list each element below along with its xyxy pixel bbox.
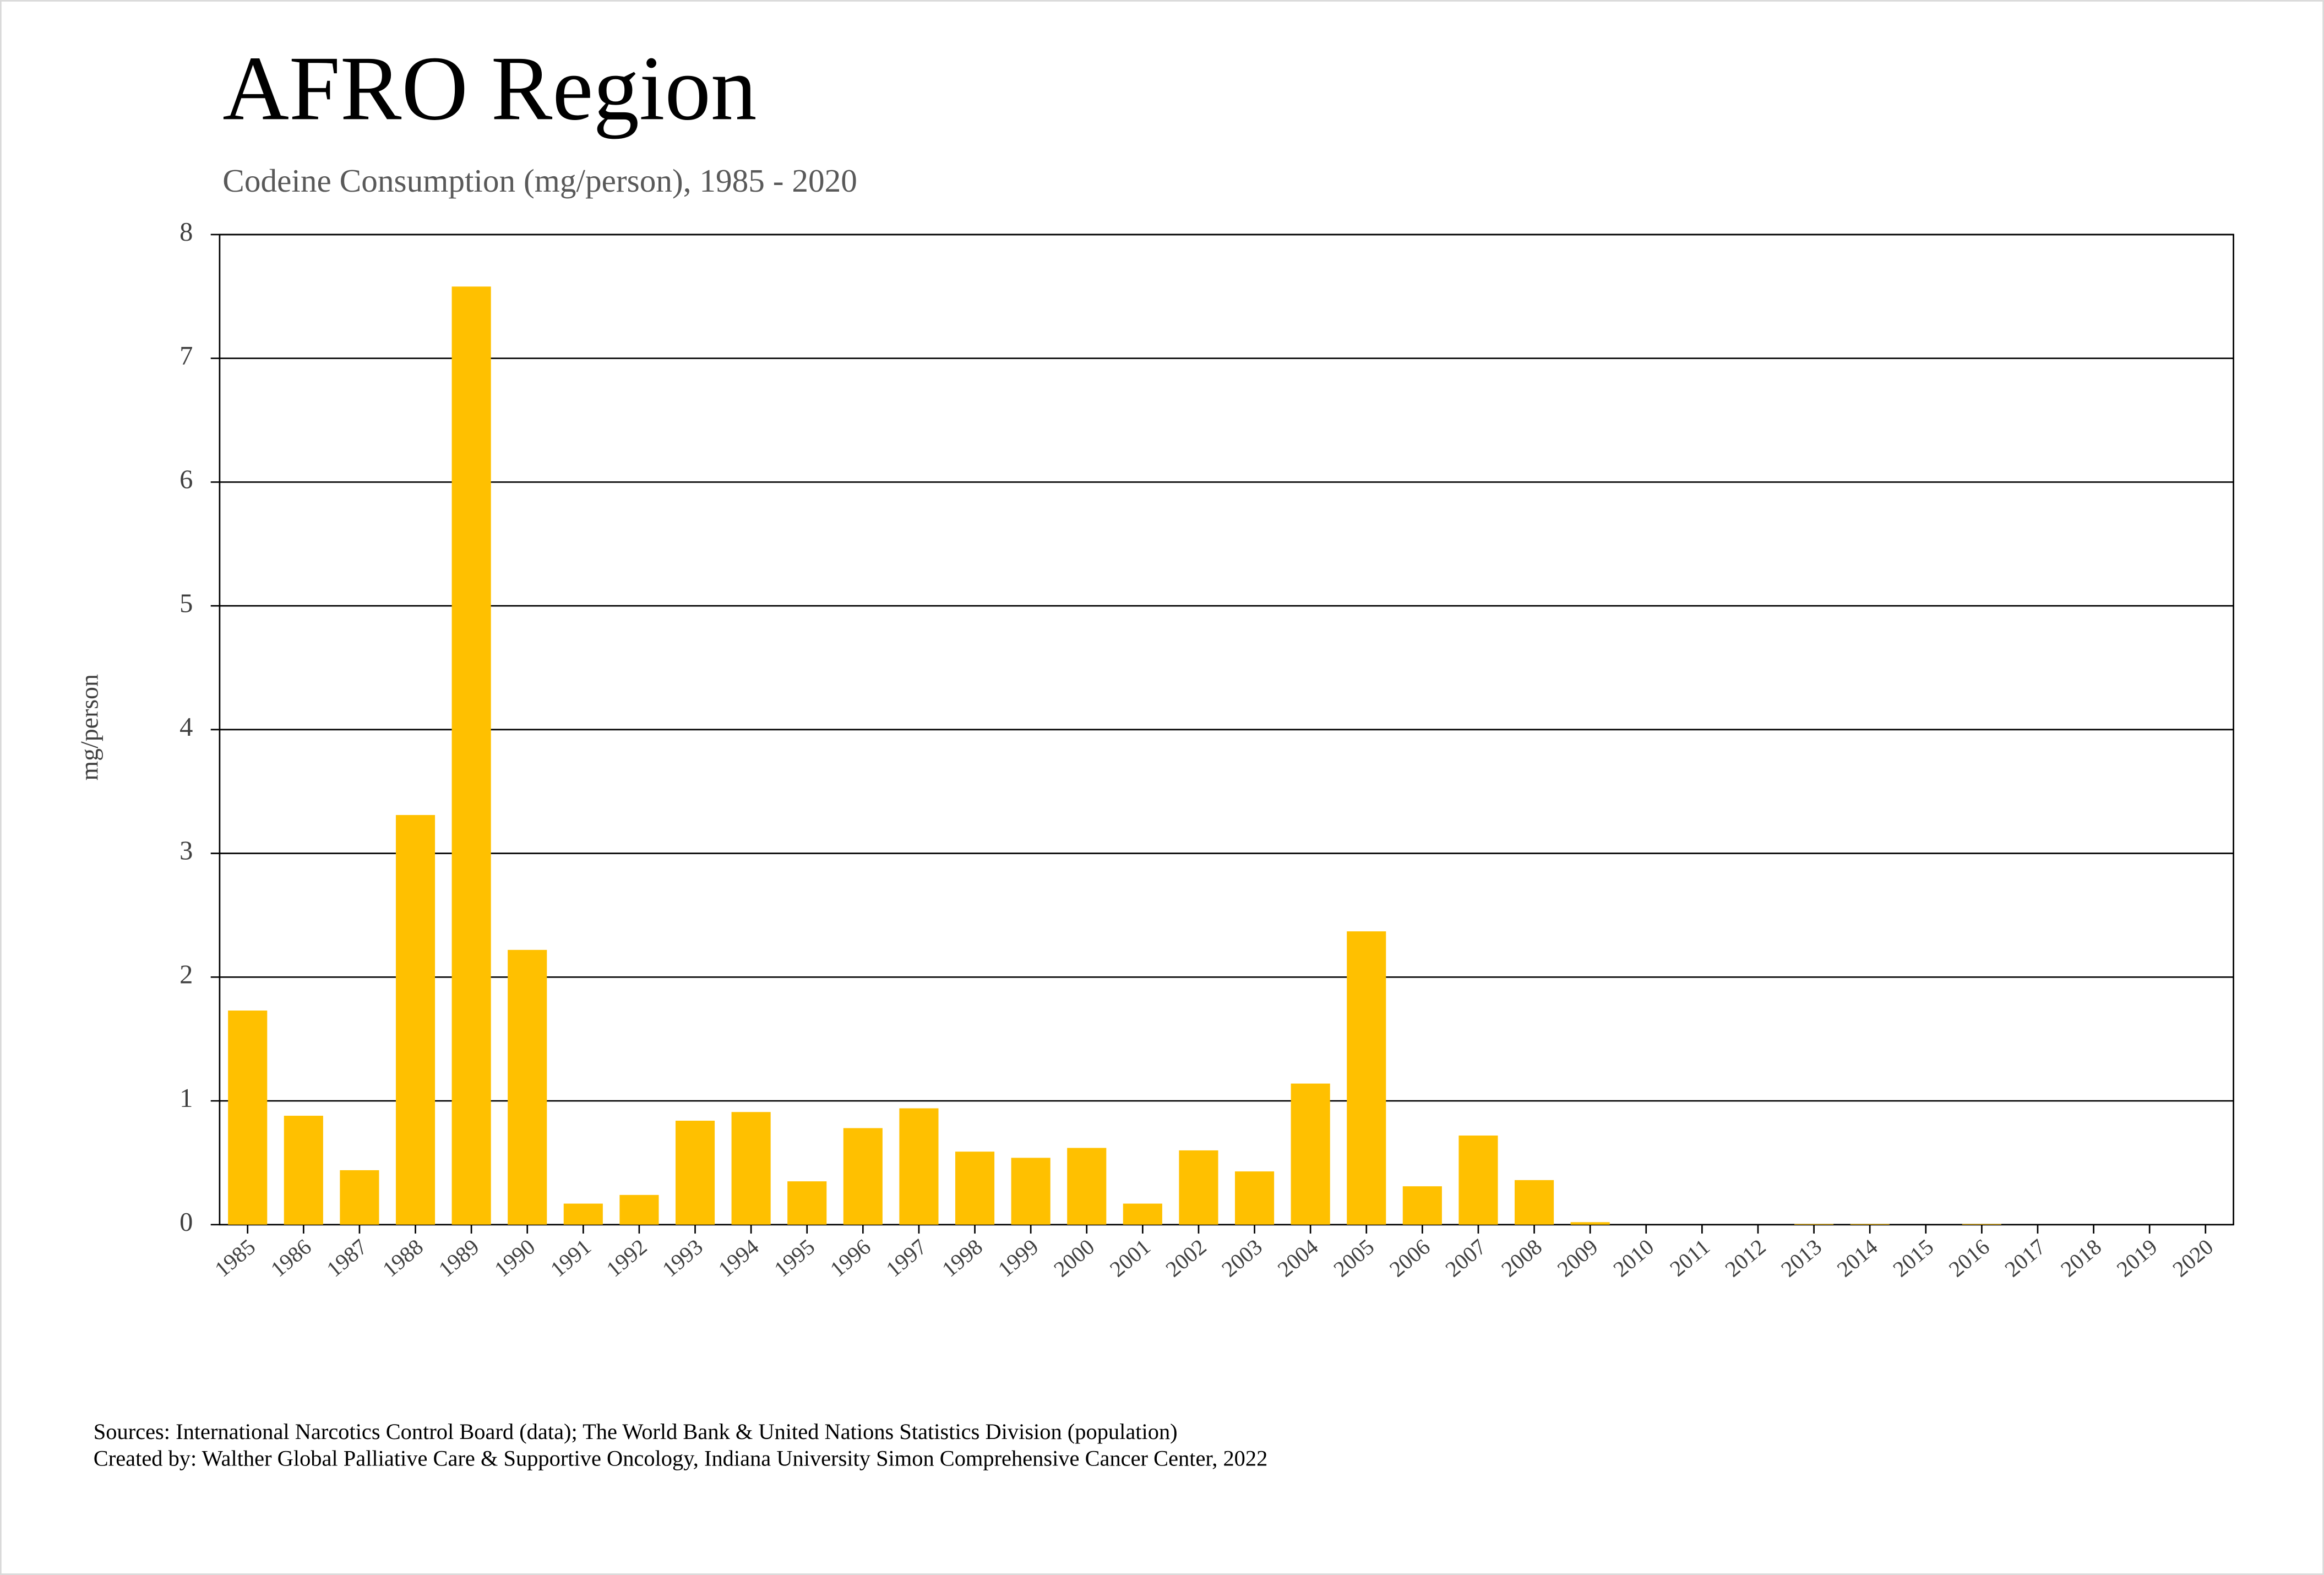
bar (1234, 1171, 1275, 1225)
bar (1067, 1148, 1107, 1225)
bar (1347, 931, 1386, 1225)
bar (1794, 1224, 1834, 1225)
y-tick-label: 4 (179, 713, 193, 742)
y-tick-label: 3 (179, 837, 193, 866)
y-tick-label: 2 (179, 960, 193, 989)
bar (1458, 1135, 1498, 1225)
bar (1514, 1180, 1554, 1225)
y-tick-label: 5 (179, 589, 193, 618)
bar (451, 286, 491, 1225)
bar (1291, 1083, 1330, 1225)
y-tick-label: 1 (179, 1084, 193, 1113)
bar (843, 1128, 883, 1225)
credit-note: Created by: Walther Global Palliative Ca… (94, 1446, 1268, 1471)
y-tick-label: 0 (179, 1208, 193, 1237)
bar (563, 1203, 603, 1225)
bar (1570, 1222, 1610, 1225)
chart-subtitle: Codeine Consumption (mg/person), 1985 - … (222, 162, 857, 199)
bar (1962, 1224, 2001, 1225)
bar (731, 1112, 771, 1225)
bar (284, 1116, 323, 1225)
plot-border (219, 233, 2234, 1226)
y-tick-label: 8 (179, 218, 193, 247)
chart-title: AFRO Region (222, 37, 756, 139)
bar (1402, 1186, 1442, 1225)
bar (395, 814, 436, 1225)
bar (228, 1011, 268, 1225)
bar (787, 1181, 827, 1225)
bar (1123, 1203, 1162, 1225)
bar (1011, 1158, 1051, 1225)
bar (955, 1152, 995, 1225)
y-axis-label: mg/person (75, 674, 104, 780)
bar (340, 1170, 379, 1225)
y-tick-label: 6 (179, 465, 193, 495)
bar (899, 1108, 939, 1225)
bar (675, 1121, 715, 1225)
y-tick-label: 7 (179, 341, 193, 371)
source-note: Sources: International Narcotics Control… (94, 1419, 1178, 1444)
bar (619, 1194, 659, 1225)
bar (1179, 1150, 1218, 1225)
bar (508, 949, 547, 1225)
bar (1850, 1224, 1890, 1225)
